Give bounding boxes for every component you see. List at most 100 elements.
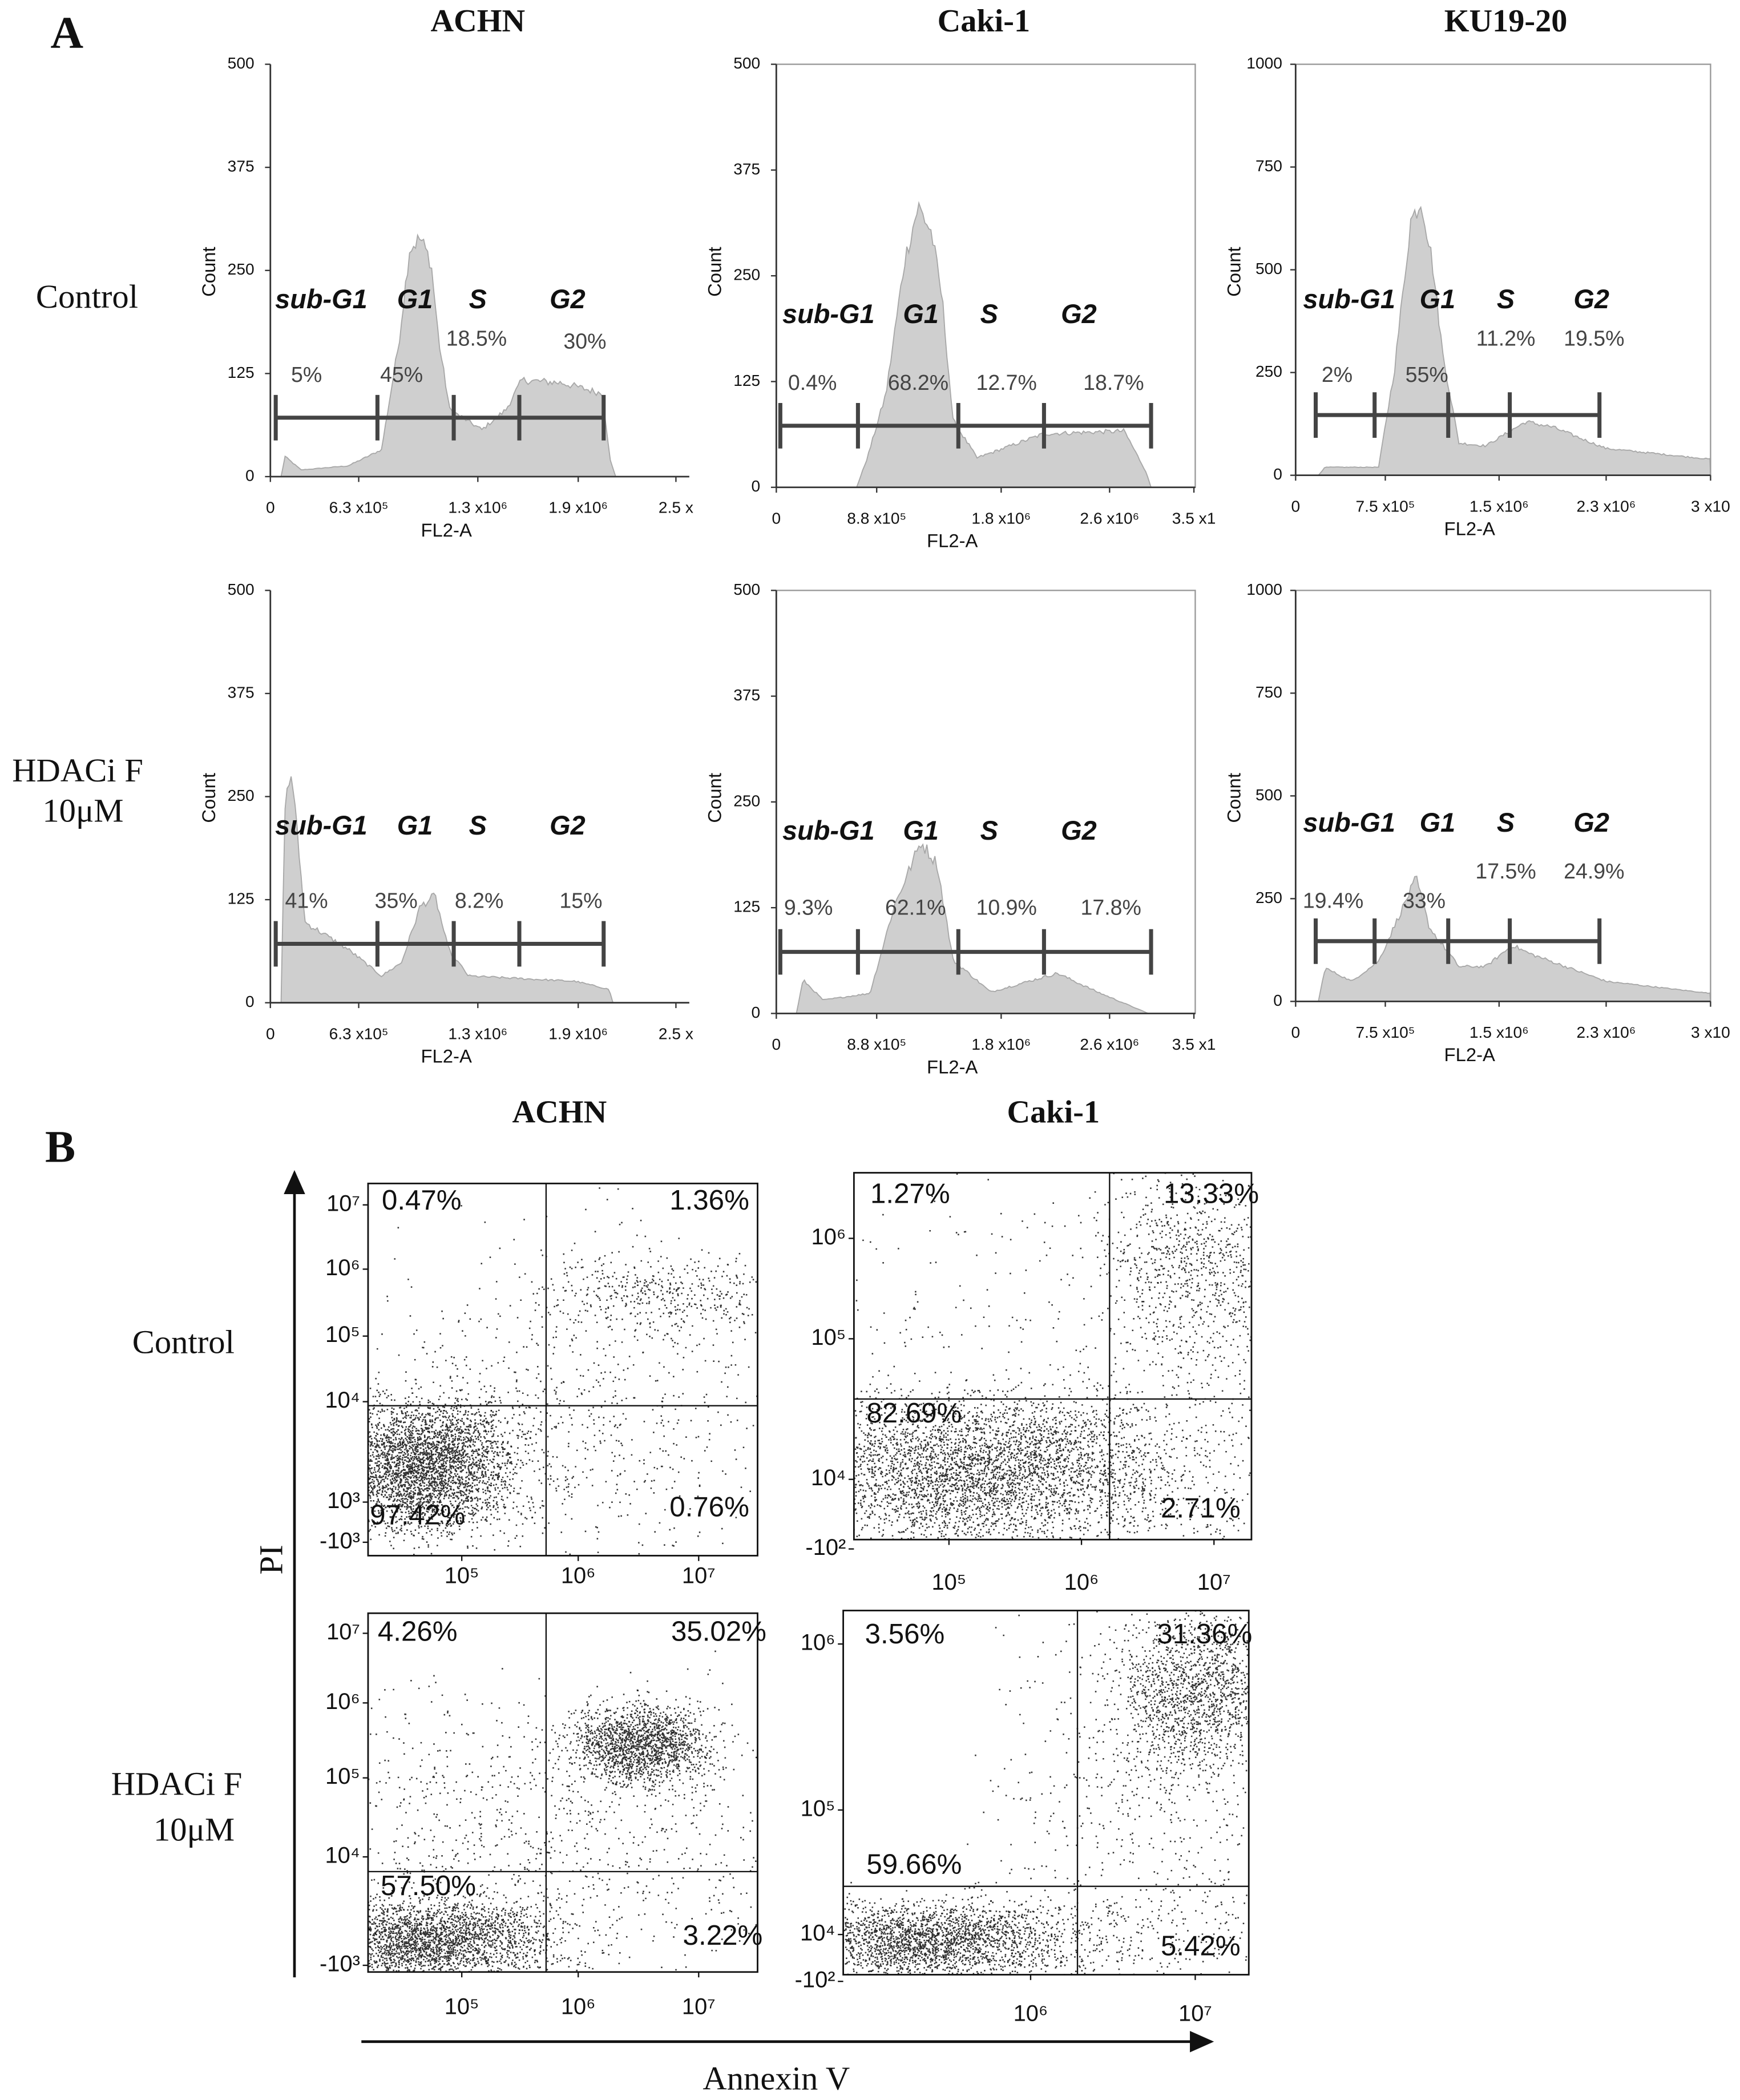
quadrant-percent: 0.76% <box>669 1491 749 1522</box>
x-tick-label: 10⁶ <box>561 1563 596 1588</box>
phase-label: G1 <box>1420 284 1456 314</box>
quadrant-percent: 13.33% <box>1164 1178 1259 1209</box>
y-tick-label: 10⁴ <box>811 1465 846 1490</box>
y-axis-label: Count <box>1223 247 1244 297</box>
phase-percent: 17.5% <box>1475 859 1536 883</box>
y-tick-label: 250 <box>228 787 255 804</box>
event-cloud <box>1089 1610 1249 1809</box>
phase-percent: 45% <box>380 362 423 386</box>
column-title: Caki-1 <box>1007 1095 1100 1130</box>
x-tick-label: 1.3 x10⁶ <box>448 1025 507 1042</box>
phase-label: G2 <box>1573 284 1609 314</box>
x-tick-label: 1.5 x10⁶ <box>1469 1023 1529 1041</box>
histogram <box>1317 205 1711 476</box>
quadrant-percent: 97.42% <box>370 1499 465 1530</box>
panel-label: B <box>45 1122 75 1172</box>
event-cloud <box>907 1611 1249 1975</box>
quadrant-percent: 1.36% <box>669 1184 749 1216</box>
x-tick-label: 2.5 x <box>659 499 693 517</box>
x-tick-label: 6.3 x10⁵ <box>329 499 389 517</box>
y-tick-label: 10⁵ <box>801 1796 835 1821</box>
y-tick-label: -10² <box>805 1535 846 1560</box>
quadrant-percent: 3.22% <box>683 1920 763 1951</box>
x-tick-label: 7.5 x10⁵ <box>1356 497 1415 515</box>
plot-frame <box>853 1172 1253 1541</box>
y-tick-label: 125 <box>733 898 760 916</box>
phase-percent: 62.1% <box>885 895 946 919</box>
x-tick-label: 3.5 x1 <box>1172 1035 1216 1053</box>
event-cloud <box>1056 1172 1251 1427</box>
event-cloud <box>368 1316 754 1556</box>
x-tick-label: 10⁷ <box>1197 1570 1231 1595</box>
y-tick-label: 0 <box>245 993 255 1010</box>
y-tick-label: 10³ <box>327 1488 360 1513</box>
y-tick-label: 500 <box>228 54 255 72</box>
y-tick-label: 500 <box>1255 260 1282 277</box>
row-label: HDACi F <box>12 752 143 789</box>
row-label: 10μM <box>154 1811 235 1848</box>
y-axis-label: PI <box>252 1545 289 1574</box>
phase-label: G2 <box>550 811 586 840</box>
x-tick-label: 1.9 x10⁶ <box>548 1025 608 1042</box>
y-tick-label: 125 <box>733 372 760 389</box>
x-tick-label: 1.9 x10⁶ <box>548 499 608 517</box>
x-tick-label: 2.6 x10⁶ <box>1080 1035 1139 1053</box>
y-tick-label: 1000 <box>1246 581 1282 598</box>
x-tick-label: 3.5 x1 <box>1172 509 1216 527</box>
phase-percent: 0.4% <box>788 370 837 394</box>
x-tick-label: 10⁷ <box>682 1563 716 1588</box>
phase-label: sub-G1 <box>782 816 875 845</box>
y-tick-label: 500 <box>1255 786 1282 804</box>
phase-percent: 19.5% <box>1564 327 1624 350</box>
event-cloud <box>368 1368 556 1555</box>
quadrant-percent: 57.50% <box>381 1870 476 1901</box>
x-tick-label: 0 <box>266 499 275 517</box>
phase-percent: 2% <box>1322 362 1353 386</box>
y-axis-label: Count <box>1223 773 1244 823</box>
histogram <box>796 843 1149 1014</box>
event-cloud <box>552 1690 740 1803</box>
phase-label: G2 <box>550 284 586 314</box>
x-tick-label: 10⁵ <box>445 1994 479 2020</box>
quadrant-percent: 59.66% <box>866 1848 962 1880</box>
phase-percent: 9.3% <box>784 895 833 919</box>
y-tick-label: 10⁵ <box>325 1764 360 1789</box>
phase-percent: 15% <box>559 889 602 913</box>
phase-label: sub-G1 <box>782 299 875 329</box>
phase-percent: 30% <box>563 329 606 353</box>
y-tick-label: 10⁶ <box>325 1689 360 1714</box>
x-axis-label: FL2-A <box>927 530 978 551</box>
phase-percent: 12.7% <box>976 370 1037 394</box>
y-tick-label: 750 <box>1255 683 1282 701</box>
y-tick-label: 375 <box>733 160 760 178</box>
phase-percent: 5% <box>291 362 322 386</box>
x-tick-label: 1.8 x10⁶ <box>971 1035 1031 1053</box>
x-tick-label: 10⁵ <box>445 1563 479 1588</box>
phase-percent: 35% <box>375 889 418 913</box>
phase-label: sub-G1 <box>1303 808 1395 837</box>
column-title: ACHN <box>430 3 525 39</box>
phase-percent: 24.9% <box>1564 859 1624 883</box>
quadrant-percent: 5.42% <box>1161 1930 1241 1962</box>
x-tick-label: 2.3 x10⁶ <box>1577 497 1636 515</box>
quadrant-percent: 1.27% <box>870 1178 950 1209</box>
phase-label: sub-G1 <box>275 284 368 314</box>
y-tick-label: 10⁵ <box>811 1325 846 1350</box>
x-tick-label: 0 <box>1291 1023 1301 1041</box>
event-cloud <box>368 1880 611 1972</box>
phase-label: G1 <box>397 811 433 840</box>
y-tick-label: 375 <box>733 686 760 704</box>
event-cloud <box>843 1884 1125 1975</box>
plot-frame <box>842 1610 1250 1976</box>
plot-frame <box>367 1182 758 1557</box>
y-tick-label: 500 <box>733 54 760 72</box>
quadrant-percent: 0.47% <box>382 1184 462 1216</box>
quadrant-percent: 35.02% <box>671 1615 766 1647</box>
x-tick-label: 0 <box>1291 497 1301 515</box>
y-tick-label: 250 <box>1255 362 1282 380</box>
y-tick-label: 250 <box>228 260 255 278</box>
y-tick-label: 10⁴ <box>800 1921 835 1946</box>
x-tick-label: 8.8 x10⁵ <box>847 509 906 527</box>
